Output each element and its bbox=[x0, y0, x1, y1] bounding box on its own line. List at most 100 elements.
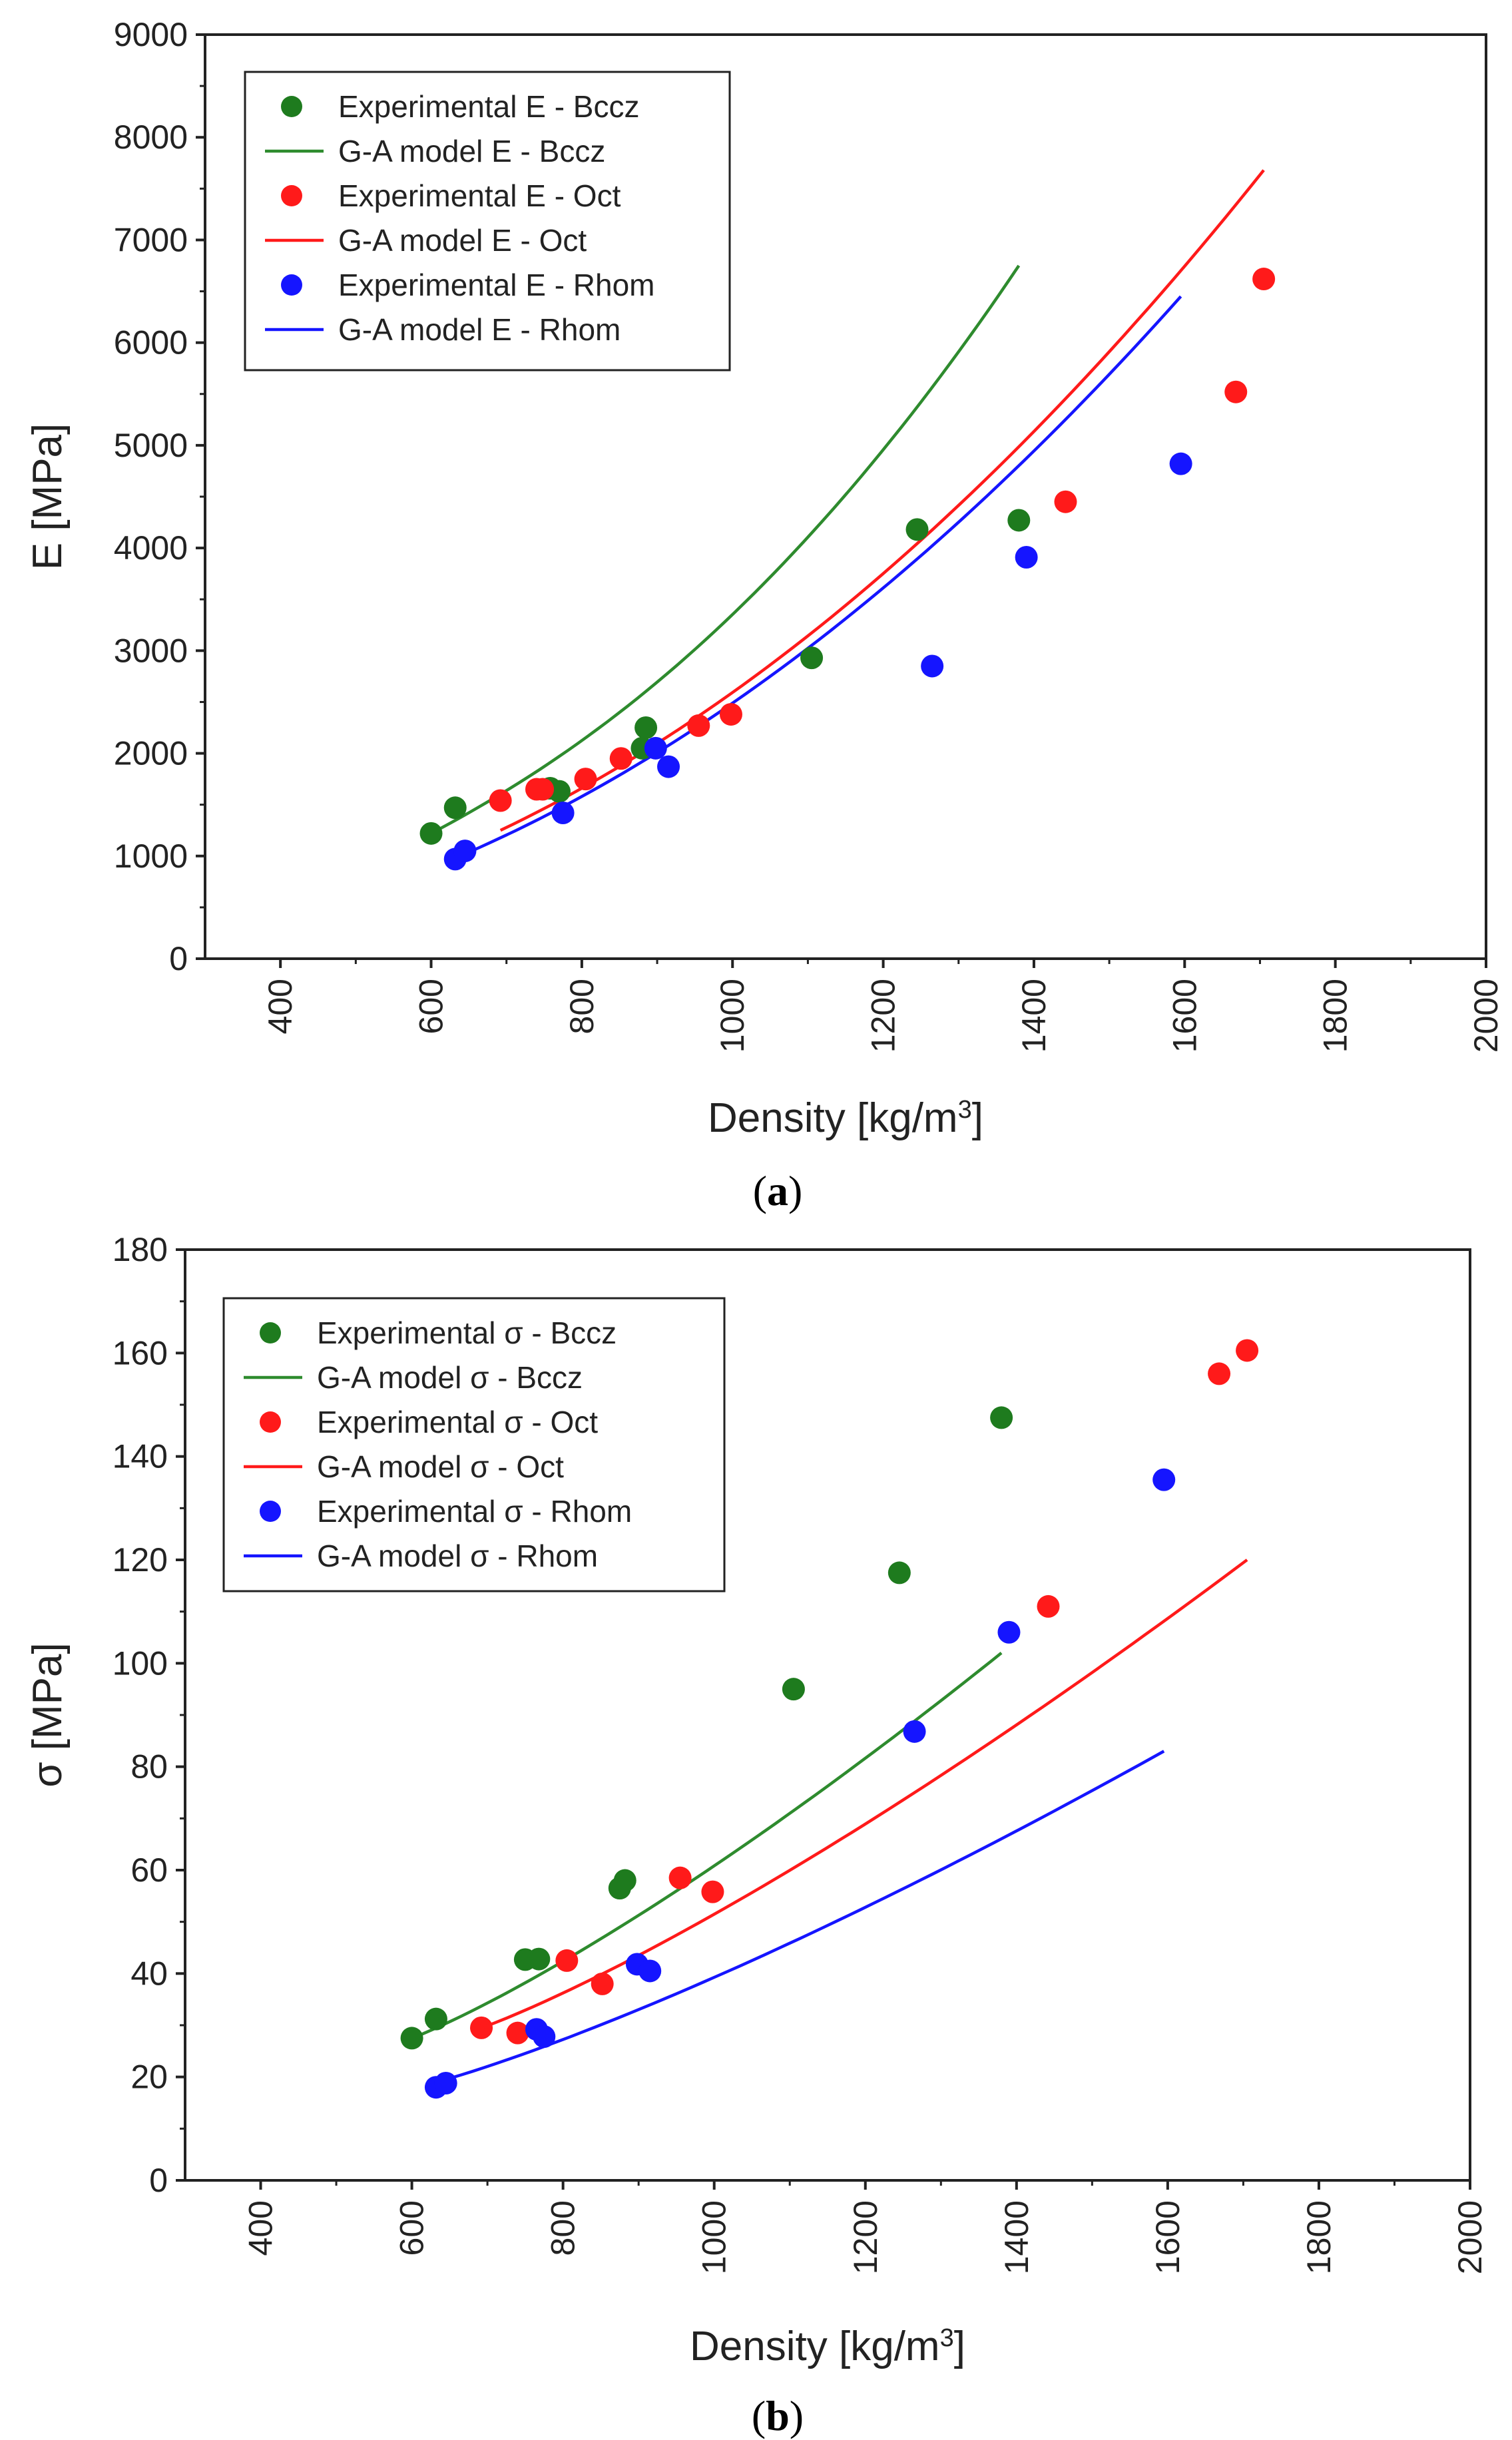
experimental-e-bccz-point bbox=[419, 822, 443, 845]
y-tick-label: 120 bbox=[113, 1541, 168, 1579]
legend-marker bbox=[281, 274, 302, 296]
x-tick-label: 1600 bbox=[1149, 2200, 1186, 2274]
y-tick-label: 8000 bbox=[114, 119, 188, 156]
x-tick-label: 2000 bbox=[1451, 2200, 1489, 2274]
experimental-sigma-rhom-point bbox=[1152, 1468, 1176, 1491]
x-tick-label: 600 bbox=[393, 2200, 431, 2256]
legend-box bbox=[222, 1297, 726, 1592]
legend-label: G-A model σ - Bccz bbox=[317, 1360, 583, 1395]
experimental-e-oct-point bbox=[531, 778, 555, 801]
y-tick-label: 5000 bbox=[114, 427, 188, 464]
experimental-e-bccz-point bbox=[1007, 509, 1031, 532]
legend-marker bbox=[260, 1322, 281, 1343]
y-tick-label: 20 bbox=[130, 2059, 168, 2096]
experimental-e-bccz-point bbox=[443, 796, 467, 820]
experimental-sigma-rhom-point bbox=[533, 2025, 556, 2049]
experimental-sigma-bccz-point bbox=[400, 2027, 423, 2050]
y-axis-label: σ [MPa] bbox=[25, 1642, 71, 1787]
y-tick-label: 1000 bbox=[114, 838, 188, 875]
g-a-model-sigma-rhom-curve bbox=[435, 1750, 1165, 2084]
experimental-sigma-oct-point bbox=[1208, 1362, 1231, 1385]
experimental-sigma-oct-point bbox=[1037, 1594, 1060, 1618]
experimental-sigma-rhom-point bbox=[997, 1620, 1021, 1644]
y-tick-label: 60 bbox=[130, 1851, 168, 1889]
y-tick-label: 140 bbox=[113, 1438, 168, 1475]
x-tick-label: 400 bbox=[262, 979, 299, 1034]
legend: Experimental E - Bccz G-A model E - Bccz E… bbox=[244, 71, 731, 371]
experimental-sigma-bccz-point bbox=[613, 1869, 636, 1892]
x-tick-label: 1000 bbox=[714, 979, 751, 1053]
experimental-e-rhom-point bbox=[453, 840, 477, 863]
experimental-e-rhom-point bbox=[551, 802, 575, 825]
legend-marker bbox=[260, 1411, 281, 1433]
legend-label: Experimental E - Rhom bbox=[338, 268, 655, 302]
experimental-e-rhom-point bbox=[657, 755, 680, 778]
x-tick-label: 400 bbox=[242, 2200, 280, 2256]
y-tick-label: 180 bbox=[113, 1231, 168, 1268]
experimental-e-oct-point bbox=[1224, 380, 1248, 403]
experimental-e-rhom-point bbox=[921, 654, 944, 678]
chart-panel-b: 0 20 40 60 80 100 120 140 160 180 400 600 800 1000 120… bbox=[25, 1231, 1489, 2439]
legend: Experimental σ - Bccz G-A model σ - Bccz E… bbox=[222, 1297, 726, 1592]
experimental-e-oct-point bbox=[489, 789, 512, 812]
experimental-e-bccz-point bbox=[547, 780, 571, 803]
legend-label: Experimental E - Bccz bbox=[338, 89, 639, 124]
experimental-e-oct-point bbox=[719, 702, 742, 726]
experimental-e-rhom-point bbox=[1015, 545, 1038, 569]
experimental-sigma-bccz-point bbox=[887, 1561, 911, 1585]
legend-label: Experimental σ - Bccz bbox=[317, 1316, 617, 1350]
y-tick-label: 160 bbox=[113, 1334, 168, 1371]
g-a-model-sigma-bccz-curve bbox=[411, 1652, 1003, 2040]
experimental-sigma-rhom-point bbox=[638, 1959, 662, 1983]
x-tick-label: 1800 bbox=[1300, 2200, 1338, 2274]
experimental-sigma-bccz-point bbox=[782, 1678, 805, 1701]
legend-label: G-A model E - Bccz bbox=[338, 134, 605, 168]
panel-caption: (b) bbox=[752, 2392, 804, 2439]
g-a-model-sigma-oct-curve bbox=[481, 1559, 1248, 2030]
x-tick-label: 1600 bbox=[1166, 979, 1203, 1053]
x-tick-label: 1400 bbox=[998, 2200, 1035, 2274]
x-tick-label: 1000 bbox=[696, 2200, 733, 2274]
y-tick-label: 4000 bbox=[114, 529, 188, 567]
g-a-model-e-bccz-curve bbox=[430, 264, 1021, 835]
y-tick-label: 3000 bbox=[114, 632, 188, 669]
experimental-sigma-bccz-point bbox=[424, 2007, 447, 2031]
y-tick-label: 40 bbox=[130, 1955, 168, 1992]
experimental-e-rhom-point bbox=[644, 736, 667, 760]
experimental-e-oct-point bbox=[574, 768, 597, 791]
panel-caption: (a) bbox=[753, 1167, 803, 1214]
legend-marker bbox=[281, 185, 302, 206]
y-tick-label: 7000 bbox=[114, 221, 188, 258]
g-a-model-e-rhom-curve bbox=[454, 295, 1182, 859]
y-tick-label: 80 bbox=[130, 1748, 168, 1786]
experimental-e-oct-point bbox=[687, 714, 710, 737]
x-tick-label: 1200 bbox=[865, 979, 902, 1053]
experimental-e-oct-point bbox=[1054, 490, 1077, 513]
experimental-e-rhom-point bbox=[1169, 452, 1192, 475]
y-tick-label: 2000 bbox=[114, 735, 188, 772]
y-tick-label: 6000 bbox=[114, 324, 188, 362]
x-axis-label: Density [kg/m3] bbox=[708, 1095, 983, 1141]
experimental-sigma-bccz-point bbox=[990, 1406, 1013, 1429]
legend-label: G-A model σ - Oct bbox=[317, 1449, 564, 1484]
y-tick-label: 0 bbox=[169, 940, 188, 977]
legend-box bbox=[244, 71, 731, 371]
legend-label: Experimental σ - Rhom bbox=[317, 1494, 632, 1529]
y-tick-label: 100 bbox=[113, 1644, 168, 1682]
y-axis-label: E [MPa] bbox=[25, 423, 71, 571]
experimental-sigma-oct-point bbox=[470, 2016, 493, 2039]
experimental-sigma-oct-point bbox=[506, 2021, 529, 2045]
legend-label: G-A model E - Rhom bbox=[338, 312, 621, 347]
experimental-sigma-rhom-point bbox=[903, 1720, 926, 1743]
experimental-sigma-oct-point bbox=[1236, 1339, 1259, 1362]
x-tick-label: 1400 bbox=[1015, 979, 1053, 1053]
experimental-e-oct-point bbox=[1252, 268, 1276, 291]
legend-marker bbox=[281, 96, 302, 117]
x-tick-label: 2000 bbox=[1467, 979, 1505, 1053]
legend-label: Experimental σ - Oct bbox=[317, 1405, 598, 1439]
legend-label: G-A model E - Oct bbox=[338, 223, 587, 258]
y-tick-label: 9000 bbox=[114, 16, 188, 53]
x-tick-label: 1200 bbox=[847, 2200, 884, 2274]
legend-marker bbox=[260, 1501, 281, 1522]
